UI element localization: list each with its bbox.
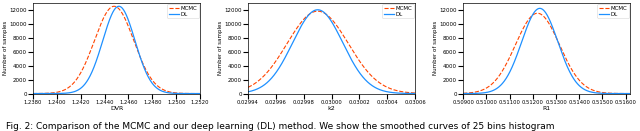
MCMC xyxy=(534,12,541,14)
DL xyxy=(536,8,544,9)
DL xyxy=(406,93,414,94)
MCMC xyxy=(191,93,199,94)
MCMC xyxy=(541,17,548,18)
MCMC xyxy=(536,13,544,15)
DL xyxy=(29,93,36,94)
DL xyxy=(468,93,476,94)
DL xyxy=(621,93,629,94)
MCMC xyxy=(621,93,629,94)
DL xyxy=(115,6,123,7)
MCMC xyxy=(38,93,45,94)
MCMC xyxy=(110,6,118,7)
DL xyxy=(627,93,634,94)
MCMC xyxy=(191,93,199,94)
Line: DL: DL xyxy=(463,8,630,94)
DL xyxy=(460,93,467,94)
Y-axis label: Number of samples: Number of samples xyxy=(3,21,8,75)
Line: DL: DL xyxy=(248,10,415,94)
DL xyxy=(161,91,168,93)
MCMC xyxy=(406,92,414,94)
Line: MCMC: MCMC xyxy=(33,6,200,94)
Line: DL: DL xyxy=(33,6,200,94)
Line: MCMC: MCMC xyxy=(248,11,415,93)
Legend: MCMC, DL: MCMC, DL xyxy=(382,4,414,18)
Legend: MCMC, DL: MCMC, DL xyxy=(598,4,629,18)
Y-axis label: Number of samples: Number of samples xyxy=(218,21,223,75)
MCMC xyxy=(621,93,629,94)
DL xyxy=(326,18,333,19)
DL xyxy=(196,93,204,94)
MCMC xyxy=(406,92,414,94)
MCMC xyxy=(244,87,252,88)
Text: Fig. 2: Comparison of the MCMC and our deep learning (DL) method. We show the sm: Fig. 2: Comparison of the MCMC and our d… xyxy=(6,122,555,131)
MCMC xyxy=(111,6,118,7)
DL xyxy=(244,91,252,93)
MCMC xyxy=(460,92,467,94)
X-axis label: R1: R1 xyxy=(543,106,551,111)
DL xyxy=(536,8,543,9)
DL xyxy=(253,88,260,90)
MCMC xyxy=(196,93,204,94)
MCMC xyxy=(106,8,114,9)
MCMC xyxy=(326,16,333,18)
MCMC xyxy=(314,10,321,12)
MCMC xyxy=(29,93,36,94)
MCMC xyxy=(412,92,419,94)
DL xyxy=(191,93,199,94)
Y-axis label: Number of samples: Number of samples xyxy=(433,21,438,75)
MCMC xyxy=(376,82,383,84)
MCMC xyxy=(627,93,634,94)
DL xyxy=(321,12,329,14)
DL xyxy=(412,93,419,94)
MCMC xyxy=(321,13,329,14)
DL xyxy=(191,93,199,94)
MCMC xyxy=(468,92,476,93)
Legend: MCMC, DL: MCMC, DL xyxy=(167,4,199,18)
X-axis label: DVR: DVR xyxy=(110,106,123,111)
MCMC xyxy=(253,81,260,83)
DL xyxy=(591,92,598,94)
DL xyxy=(106,18,114,20)
DL xyxy=(314,9,321,11)
DL xyxy=(376,89,383,90)
MCMC xyxy=(161,89,168,91)
MCMC xyxy=(591,90,598,92)
X-axis label: k2: k2 xyxy=(328,106,335,111)
DL xyxy=(541,10,548,12)
DL xyxy=(38,93,45,94)
DL xyxy=(621,93,629,94)
DL xyxy=(110,9,118,11)
DL xyxy=(406,93,414,94)
Line: MCMC: MCMC xyxy=(463,13,630,94)
